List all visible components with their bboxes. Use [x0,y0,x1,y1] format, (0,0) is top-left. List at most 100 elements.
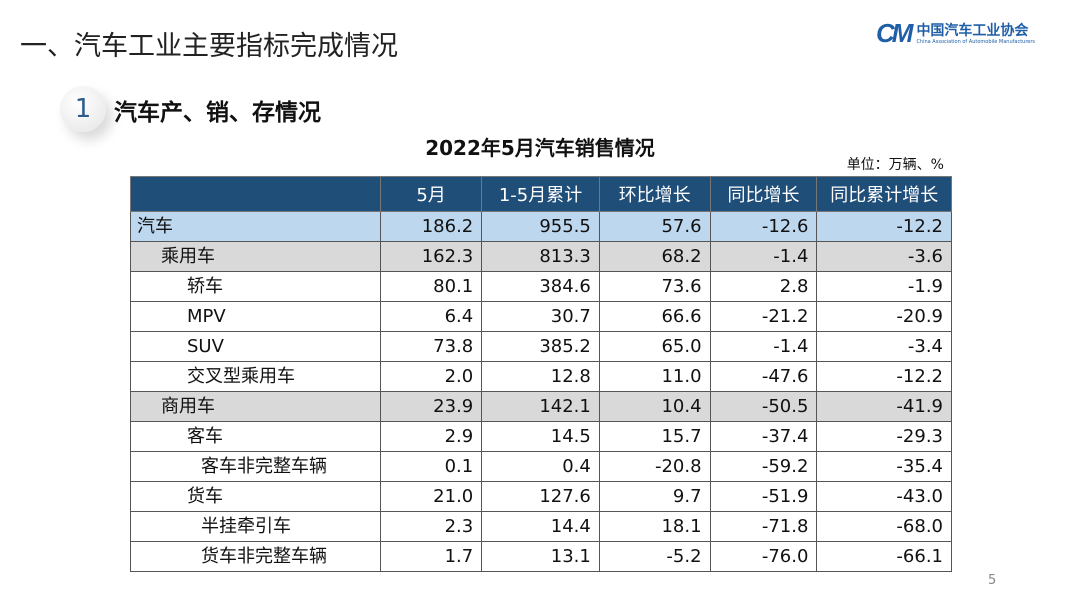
row-label: MPV [130,301,381,332]
cell-value: -35.4 [816,451,952,482]
cell-value: 2.3 [379,511,483,542]
row-label: 半挂牵引车 [130,511,381,542]
cell-value: 0.1 [379,451,483,482]
cell-value: 162.3 [379,241,483,272]
cell-value: 15.7 [598,421,711,452]
cell-value: 2.8 [709,271,818,302]
cell-value: -43.0 [816,481,952,512]
slide-title: 一、汽车工业主要指标完成情况 [20,31,398,62]
section-title: 汽车产、销、存情况 [114,100,321,126]
row-label: 商用车 [130,391,381,422]
row-label: SUV [130,331,381,362]
cell-value: 12.8 [481,361,600,392]
column-header: 同比增长 [709,176,818,212]
row-label: 货车非完整车辆 [130,541,381,572]
table-row: 商用车 23.9 142.1 10.4 -50.5 -41.9 [130,391,952,422]
cell-value: -1.4 [709,331,818,362]
table-row: SUV 73.8 385.2 65.0 -1.4 -3.4 [130,331,952,362]
table-header-row: 5月 1-5月累计 环比增长 同比增长 同比累计增长 [130,176,952,212]
cell-value: -12.2 [816,361,952,392]
cell-value: -59.2 [709,451,818,482]
cell-value: -47.6 [709,361,818,392]
row-label: 汽车 [130,211,381,242]
cell-value: -3.6 [816,241,952,272]
cell-value: -20.9 [816,301,952,332]
logo-mark: CM [876,18,913,48]
cell-value: 1.7 [379,541,483,572]
column-header: 5月 [379,176,483,212]
column-header: 1-5月累计 [481,176,600,212]
table-row: 半挂牵引车 2.3 14.4 18.1 -71.8 -68.0 [130,511,952,542]
cell-value: 73.6 [598,271,711,302]
table-row: MPV 6.4 30.7 66.6 -21.2 -20.9 [130,301,952,332]
cell-value: 2.9 [379,421,483,452]
cell-value: 0.4 [481,451,600,482]
cell-value: -50.5 [709,391,818,422]
cell-value: 384.6 [481,271,600,302]
cell-value: 66.6 [598,301,711,332]
cell-value: -20.8 [598,451,711,482]
table-title: 2022年5月汽车销售情况 [425,136,655,160]
cell-value: 13.1 [481,541,600,572]
cell-value: 6.4 [379,301,483,332]
row-label: 客车 [130,421,381,452]
column-header [130,176,381,212]
cell-value: 68.2 [598,241,711,272]
row-label: 客车非完整车辆 [130,451,381,482]
table-row: 货车非完整车辆 1.7 13.1 -5.2 -76.0 -66.1 [130,541,952,572]
cell-value: 955.5 [481,211,600,242]
table-row: 客车非完整车辆 0.1 0.4 -20.8 -59.2 -35.4 [130,451,952,482]
cell-value: -21.2 [709,301,818,332]
cell-value: 18.1 [598,511,711,542]
cell-value: -66.1 [816,541,952,572]
column-header: 同比累计增长 [816,176,952,212]
cell-value: 65.0 [598,331,711,362]
cell-value: 10.4 [598,391,711,422]
cell-value: 57.6 [598,211,711,242]
cell-value: -1.9 [816,271,952,302]
cell-value: -12.2 [816,211,952,242]
cell-value: 21.0 [379,481,483,512]
cell-value: -29.3 [816,421,952,452]
cell-value: 30.7 [481,301,600,332]
table-row: 客车 2.9 14.5 15.7 -37.4 -29.3 [130,421,952,452]
section-number-badge: 1 [60,86,106,132]
cell-value: 385.2 [481,331,600,362]
table-row: 乘用车 162.3 813.3 68.2 -1.4 -3.6 [130,241,952,272]
cell-value: -51.9 [709,481,818,512]
caam-logo: CM 中国汽车工业协会 China Association of Automob… [876,18,1035,49]
cell-value: 80.1 [379,271,483,302]
cell-value: -3.4 [816,331,952,362]
cell-value: 11.0 [598,361,711,392]
cell-value: 14.5 [481,421,600,452]
logo-en: China Association of Automobile Manufact… [916,38,1036,45]
cell-value: -71.8 [709,511,818,542]
row-label: 乘用车 [130,241,381,272]
logo-cn: 中国汽车工业协会 [916,22,1029,39]
sales-table: 5月 1-5月累计 环比增长 同比增长 同比累计增长 汽车 186.2 955.5 57.6-… [130,176,952,572]
table-row: 交叉型乘用车 2.0 12.8 11.0 -47.6 -12.2 [130,361,952,392]
cell-value: -37.4 [709,421,818,452]
cell-value: 9.7 [598,481,711,512]
table-row: 汽车 186.2 955.5 57.6 -12.6 -12.2 [130,211,952,242]
row-label: 轿车 [130,271,381,302]
cell-value: -12.6 [709,211,818,242]
cell-value: -76.0 [709,541,818,572]
row-label: 交叉型乘用车 [130,361,381,392]
cell-value: -68.0 [816,511,952,542]
row-label: 货车 [130,481,381,512]
cell-value: 23.9 [379,391,483,422]
cell-value: 127.6 [481,481,600,512]
column-header: 环比增长 [598,176,711,212]
cell-value: 2.0 [379,361,483,392]
cell-value: -1.4 [709,241,818,272]
cell-value: 186.2 [379,211,483,242]
table-row: 轿车 80.1 384.6 73.6 2.8 -1.9 [130,271,952,302]
cell-value: 14.4 [481,511,600,542]
cell-value: -5.2 [598,541,711,572]
cell-value: 73.8 [379,331,483,362]
cell-value: -41.9 [816,391,952,422]
cell-value: 813.3 [481,241,600,272]
table-row: 货车 21.0 127.6 9.7 -51.9 -43.0 [130,481,952,512]
unit-label: 单位：万辆、% [846,157,944,173]
